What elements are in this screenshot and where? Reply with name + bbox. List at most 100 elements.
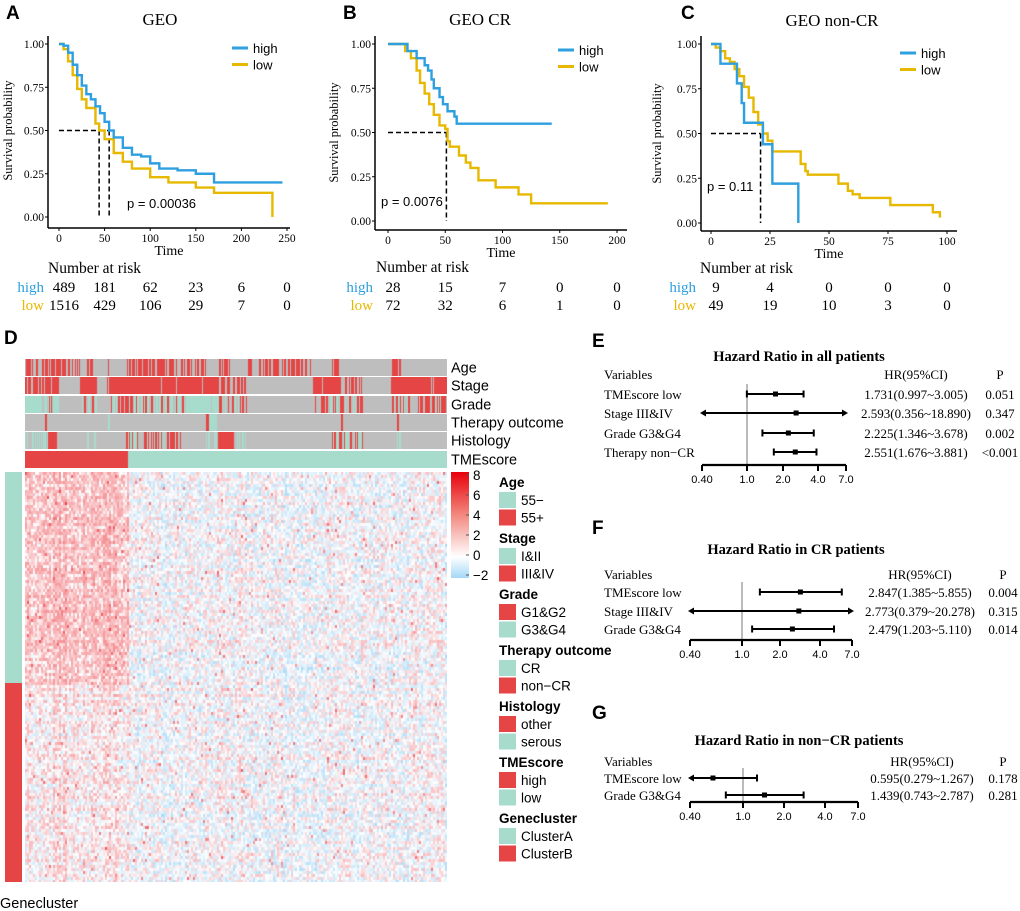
risk-count: 15 <box>438 280 453 296</box>
forest-x-tick-label: 0.40 <box>679 811 700 823</box>
forest-title: Hazard Ratio in CR patients <box>707 542 885 558</box>
genecluster-bar-clusterA <box>5 472 22 683</box>
risk-count: 62 <box>143 280 158 296</box>
legend-label-low: low <box>579 60 599 75</box>
y-tick-label: 1.00 <box>677 39 697 51</box>
variable-label: Grade G3&G4 <box>604 426 681 441</box>
legend-item-label: ClusterB <box>521 847 573 862</box>
x-tick-label: 0 <box>708 236 714 248</box>
legend-heading: Grade <box>499 587 539 602</box>
risk-count: 23 <box>188 280 203 296</box>
panel-label-c: C <box>681 3 695 24</box>
x-tick-label: 150 <box>551 235 569 247</box>
arrow-left-icon <box>688 774 694 782</box>
panel-label-a: A <box>6 3 20 24</box>
colorbar-tick-label: −2 <box>473 568 488 583</box>
y-tick-label: 0.50 <box>677 129 697 141</box>
x-tick-label: 50 <box>440 235 452 247</box>
annotation-track-therapy-outcome <box>25 414 447 431</box>
legend-swatch-red <box>499 509 516 526</box>
km-curve-high <box>711 42 800 223</box>
hr-point <box>789 626 795 632</box>
km-curve-high <box>59 42 283 184</box>
p-value: 0.347 <box>985 406 1015 421</box>
x-tick-label: 0 <box>385 235 391 247</box>
header-variables: Variables <box>604 567 652 582</box>
hr-point <box>710 775 716 781</box>
risk-count: 19 <box>763 298 778 314</box>
header-p: P <box>999 567 1006 582</box>
hr-ci-value: 2.225(1.346~3.678) <box>864 426 967 441</box>
panel-label-g: G <box>592 703 607 724</box>
panel-label-b: B <box>343 3 357 24</box>
legend-swatch-red <box>499 716 516 732</box>
y-axis-label: Survival probability <box>650 83 664 184</box>
colorbar-tick-label: 0 <box>473 548 481 563</box>
risk-count: 489 <box>53 280 76 296</box>
risk-count: 429 <box>93 298 116 314</box>
expression-heatmap <box>25 472 447 882</box>
hr-ci-value: 2.593(0.356~18.890) <box>861 406 971 421</box>
risk-count: 28 <box>386 280 401 296</box>
risk-count: 0 <box>884 280 892 296</box>
p-value: 0.315 <box>988 604 1017 619</box>
forest-x-tick-label: 2.0 <box>775 474 790 486</box>
hr-point <box>793 410 799 416</box>
y-tick-label: 0.50 <box>351 128 371 140</box>
header-p: P <box>996 367 1003 382</box>
risk-count: 0 <box>283 298 291 314</box>
km-curve-low <box>388 42 608 205</box>
genecluster-axis-label: Genecluster <box>0 896 78 911</box>
y-tick-label: 0.75 <box>24 82 44 94</box>
risk-count: 1516 <box>49 298 80 314</box>
variable-label: Therapy non−CR <box>604 445 695 460</box>
colorbar-tick-label: 6 <box>473 488 481 503</box>
y-tick-label: 0.50 <box>24 126 44 138</box>
variable-label: Stage III&IV <box>604 406 674 421</box>
risk-count: 0 <box>943 298 951 314</box>
risk-count: 0 <box>825 280 833 296</box>
annotation-label: Histology <box>451 434 511 450</box>
header-variables: Variables <box>604 754 652 769</box>
y-tick-label: 0.00 <box>677 218 697 230</box>
risk-count: 0 <box>283 280 291 296</box>
risk-row-label: low <box>22 298 45 314</box>
legend-heading: Genecluster <box>499 811 578 826</box>
km-title: GEO CR <box>449 10 512 29</box>
legend-label-high: high <box>253 41 278 56</box>
colorbar-tick-label: 2 <box>473 528 481 543</box>
legend-heading: Therapy outcome <box>499 643 612 658</box>
legend-heading: Stage <box>499 531 536 546</box>
risk-count: 4 <box>766 280 774 296</box>
annotation-track-age <box>25 359 447 376</box>
risk-count: 29 <box>188 298 203 314</box>
hr-point <box>797 589 803 595</box>
legend-item-label: G1&G2 <box>521 605 566 620</box>
risk-count: 0 <box>613 298 621 314</box>
arrow-right-icon <box>842 409 848 417</box>
panel-label-e: E <box>592 331 605 352</box>
y-tick-label: 0.25 <box>351 172 371 184</box>
annotation-label: TMEscore <box>451 453 517 469</box>
hr-point <box>796 608 802 614</box>
arrow-left-icon <box>700 409 706 417</box>
p-value: p = 0.00036 <box>127 196 196 211</box>
x-tick-label: 150 <box>187 233 205 245</box>
annotation-label: Grade <box>451 398 491 414</box>
variable-label: TMEscore low <box>604 771 682 786</box>
x-tick-label: 200 <box>608 235 626 247</box>
legend-heading: TMEscore <box>499 755 564 770</box>
p-value: 0.002 <box>985 426 1014 441</box>
forest-x-tick-label: 7.0 <box>850 811 865 823</box>
hr-point <box>762 792 768 798</box>
header-variables: Variables <box>604 367 652 382</box>
annotation-label: Stage <box>451 379 489 395</box>
forest-x-tick-label: 0.40 <box>691 474 712 486</box>
risk-row-label: low <box>351 298 374 314</box>
legend-swatch-red <box>499 845 516 862</box>
legend-swatch-red <box>499 565 516 582</box>
panel-label-d: D <box>4 328 18 349</box>
x-tick-label: 200 <box>233 233 251 245</box>
km-curve-low <box>59 42 274 217</box>
